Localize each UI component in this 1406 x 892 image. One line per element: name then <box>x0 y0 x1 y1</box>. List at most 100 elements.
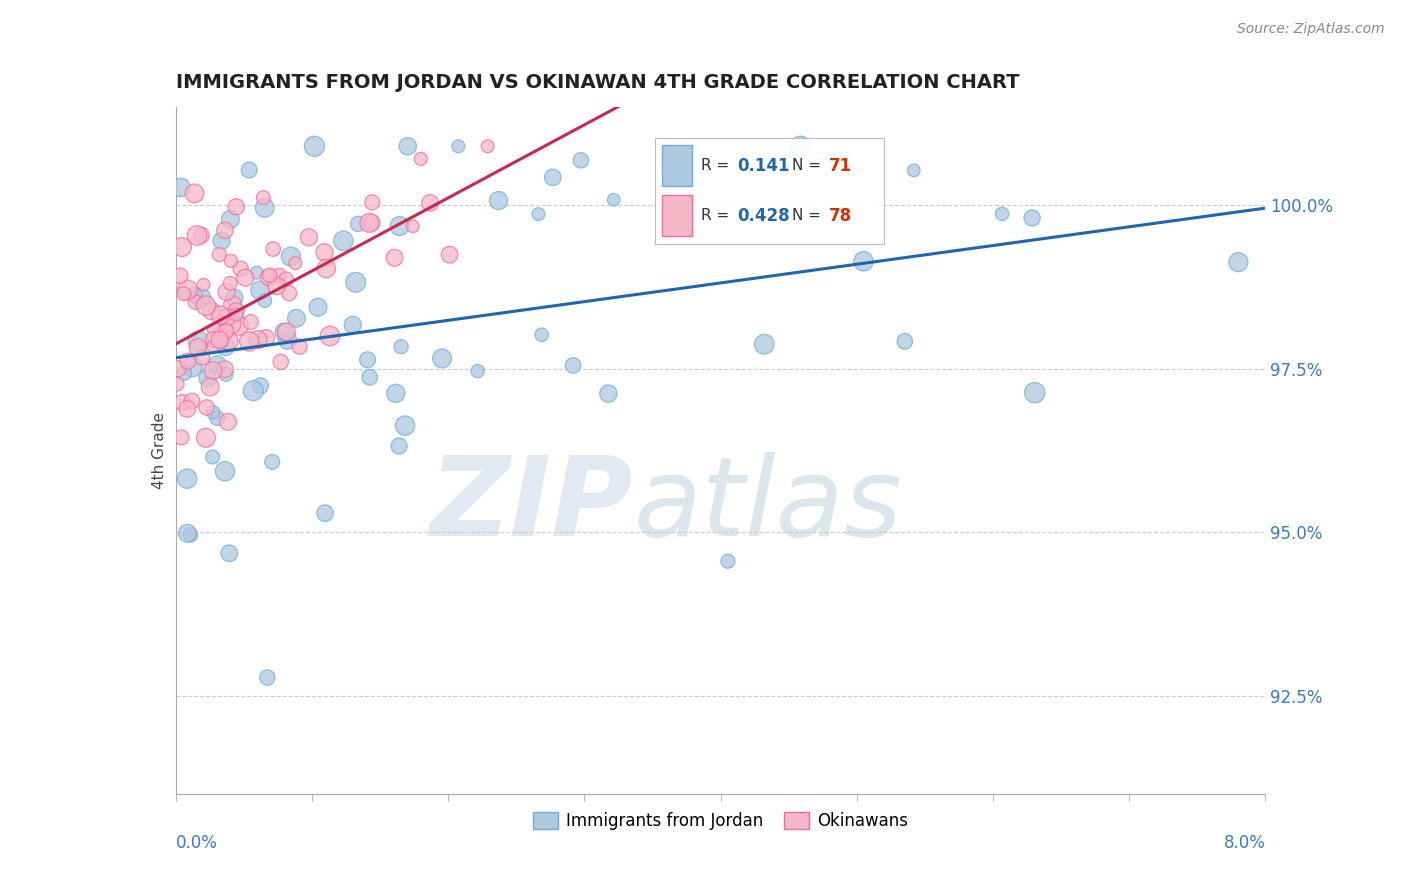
Point <box>253 201 276 215</box>
Point <box>262 242 284 256</box>
Text: 71: 71 <box>830 157 852 175</box>
Point <box>259 268 281 283</box>
Point <box>202 339 225 353</box>
Text: R =: R = <box>702 208 734 223</box>
Point <box>359 216 381 230</box>
Point <box>219 277 242 291</box>
Y-axis label: 4th Grade: 4th Grade <box>152 412 167 489</box>
Point <box>221 298 243 312</box>
Point <box>246 333 269 347</box>
Point <box>221 318 243 332</box>
Point <box>200 304 222 318</box>
Point <box>314 245 336 260</box>
Text: 8.0%: 8.0% <box>1223 834 1265 852</box>
Point <box>1227 255 1250 269</box>
Point <box>176 283 198 297</box>
Point <box>1024 385 1046 400</box>
Point <box>239 315 262 329</box>
Point <box>394 418 416 433</box>
Point <box>173 366 195 380</box>
Point <box>207 411 229 425</box>
Point <box>280 250 302 264</box>
Point <box>307 300 329 314</box>
Point <box>176 472 198 486</box>
Text: N =: N = <box>793 208 827 223</box>
Point <box>225 303 247 318</box>
Point <box>215 324 238 338</box>
Point <box>430 351 453 366</box>
Point <box>209 308 232 322</box>
Point <box>187 334 209 349</box>
Point <box>217 310 239 324</box>
Point <box>298 230 321 244</box>
Point <box>603 193 626 207</box>
Text: N =: N = <box>793 158 827 173</box>
Point <box>277 333 299 347</box>
Point <box>181 393 204 408</box>
Point <box>214 223 236 237</box>
Point <box>172 395 194 409</box>
Point <box>217 415 239 429</box>
Point <box>218 546 240 560</box>
Point <box>467 364 489 378</box>
Point <box>187 340 209 354</box>
Point <box>439 248 461 262</box>
Point <box>385 386 408 401</box>
Point <box>166 361 188 376</box>
Point <box>214 340 236 354</box>
Point <box>332 234 354 248</box>
Point <box>488 194 510 208</box>
Point <box>219 253 242 268</box>
Point <box>894 334 917 349</box>
Point <box>201 405 224 419</box>
Point <box>229 261 252 276</box>
Point <box>215 368 238 382</box>
Point <box>215 285 238 299</box>
Point <box>276 325 298 339</box>
Point <box>170 240 193 254</box>
Point <box>169 268 191 283</box>
Text: R =: R = <box>702 158 734 173</box>
Point <box>195 401 218 415</box>
Point <box>598 386 620 401</box>
Point <box>285 311 308 326</box>
Point <box>342 318 364 332</box>
Text: ZIP: ZIP <box>430 452 633 559</box>
Point <box>228 318 250 333</box>
Point <box>186 228 208 243</box>
Legend: Immigrants from Jordan, Okinawans: Immigrants from Jordan, Okinawans <box>526 805 915 837</box>
Point <box>254 331 277 345</box>
Point <box>170 180 193 194</box>
Text: Source: ZipAtlas.com: Source: ZipAtlas.com <box>1237 22 1385 37</box>
Point <box>242 384 264 398</box>
Point <box>388 439 411 453</box>
Point <box>530 327 553 342</box>
Point <box>225 308 247 322</box>
Point <box>224 291 246 305</box>
Point <box>527 207 550 221</box>
Point <box>790 139 813 153</box>
Point <box>191 351 214 365</box>
Point <box>209 334 232 349</box>
Point <box>252 191 274 205</box>
Text: 0.141: 0.141 <box>738 157 790 175</box>
Point <box>384 251 406 265</box>
Point <box>288 340 311 354</box>
Point <box>176 401 198 416</box>
Point <box>360 216 382 230</box>
Point <box>754 337 776 351</box>
Point <box>197 371 219 385</box>
Point <box>193 277 215 292</box>
Point <box>201 363 224 377</box>
Point <box>409 152 432 166</box>
Point <box>166 377 188 392</box>
Point <box>658 154 681 169</box>
Point <box>249 379 271 393</box>
Point <box>194 431 217 445</box>
Point <box>198 380 221 394</box>
Bar <box>662 145 692 186</box>
Point <box>388 219 411 233</box>
Point <box>266 279 288 293</box>
Text: 78: 78 <box>830 207 852 225</box>
Point <box>314 506 336 520</box>
